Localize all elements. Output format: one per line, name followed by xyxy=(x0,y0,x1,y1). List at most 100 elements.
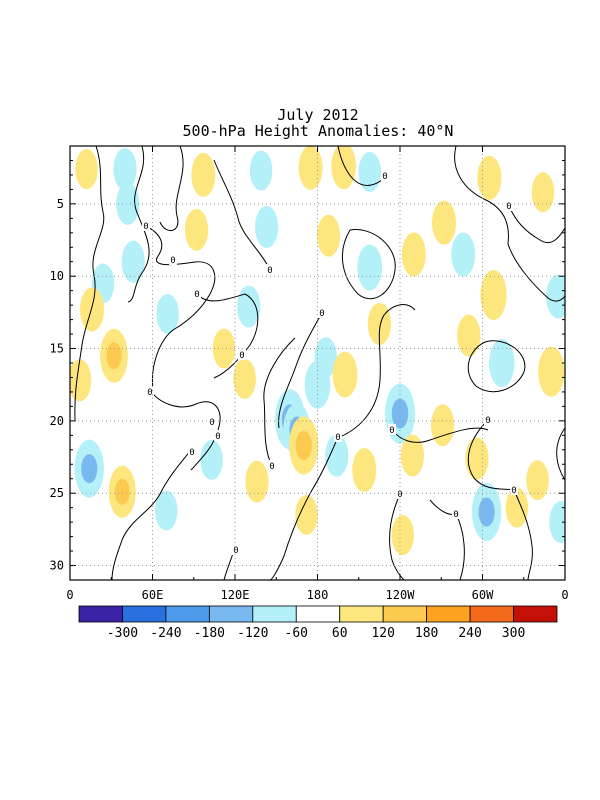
colorbar-swatch xyxy=(208,605,254,623)
x-tick-label: 60E xyxy=(142,588,164,602)
contour-label: 0 xyxy=(506,202,511,212)
contour-label: 0 xyxy=(147,388,152,398)
anomaly-fill xyxy=(116,182,140,225)
contour-label: 0 xyxy=(319,309,324,319)
zero-contour-line xyxy=(263,337,296,467)
anomaly-fill xyxy=(237,285,261,328)
zero-contour-line xyxy=(389,493,405,580)
contour-label-bg xyxy=(214,430,222,441)
contour-label-bg xyxy=(268,460,276,471)
anomaly-fill xyxy=(400,434,424,477)
anomaly-fill xyxy=(212,328,236,369)
y-tick-label: 10 xyxy=(50,269,64,283)
anomaly-fill xyxy=(480,270,507,321)
colorbar-label: -300 xyxy=(107,626,138,641)
anomaly-fill xyxy=(357,244,383,291)
anomaly-fill xyxy=(465,437,489,480)
contour-label-bg xyxy=(232,544,240,555)
colorbar-swatch xyxy=(469,605,514,623)
anomaly-fill xyxy=(325,434,349,477)
contour-label: 0 xyxy=(215,432,220,442)
contour-label-bg xyxy=(510,484,518,495)
anomaly-fill xyxy=(233,358,256,399)
colorbar-label: -180 xyxy=(194,626,225,641)
anomaly-peak xyxy=(394,404,406,423)
contour-label: 0 xyxy=(269,462,274,472)
anomaly-fill xyxy=(451,232,476,277)
colorbar-label: -240 xyxy=(150,626,181,641)
zero-contour-line xyxy=(513,489,533,580)
anomaly-fill xyxy=(80,287,104,332)
contour-label-bg xyxy=(266,264,274,275)
anomaly-fill xyxy=(113,148,137,191)
zero-contour-line xyxy=(341,229,396,300)
grid-lines xyxy=(70,146,565,580)
colorbar-label: -120 xyxy=(237,626,268,641)
chart-subtitle: 500-hPa Height Anomalies: 40°N xyxy=(182,122,454,140)
axes: 0 60E 120E 180 120W 60W 0 5 10 15 20 25 30 xyxy=(50,145,569,602)
zero-contour-line xyxy=(269,436,339,580)
contour-label-bg xyxy=(396,488,404,499)
colorbar-swatch xyxy=(165,605,210,623)
contour-label: 0 xyxy=(511,486,516,496)
zero-contour-line xyxy=(337,146,389,186)
zero-contour-line xyxy=(159,146,184,231)
contour-label-bg xyxy=(142,220,150,231)
chart-title: July 2012 xyxy=(277,106,359,124)
anomaly-fill xyxy=(200,439,223,480)
contour-label-bg xyxy=(484,414,492,425)
colorbar-label: -60 xyxy=(285,626,308,641)
contour-label-bg xyxy=(318,307,326,318)
x-tick-label: 120W xyxy=(386,588,416,602)
anomaly-fill xyxy=(431,404,455,447)
zero-contour-line xyxy=(145,225,216,390)
anomaly-fill xyxy=(489,339,515,387)
contour-label-bg xyxy=(388,424,396,435)
contour-label: 0 xyxy=(382,172,387,182)
colorbar-swatch xyxy=(295,605,341,623)
colorbar-label: 180 xyxy=(415,626,438,641)
anomaly-peak xyxy=(481,503,492,521)
zero-contour-line xyxy=(213,159,271,271)
zero-contour-line xyxy=(127,146,150,303)
anomaly-fill xyxy=(314,337,337,378)
x-tick-label: 0 xyxy=(561,588,568,602)
contour-label-bg xyxy=(188,446,196,457)
zero-contour-line xyxy=(467,419,515,491)
colorbar-swatch xyxy=(252,605,297,623)
anomaly-fill xyxy=(295,494,318,535)
colorbar-swatch xyxy=(122,605,167,623)
contour-label-bg xyxy=(381,170,389,181)
contour-label: 0 xyxy=(143,222,148,232)
colorbar-label: 240 xyxy=(458,626,481,641)
anomaly-fill xyxy=(546,274,565,319)
contour-label: 0 xyxy=(170,256,175,266)
anomaly-fill xyxy=(391,515,414,556)
contour-label: 0 xyxy=(485,416,490,426)
contour-label: 0 xyxy=(209,418,214,428)
anomaly-fill xyxy=(184,208,209,251)
contour-label: 0 xyxy=(233,546,238,556)
contour-label-bg xyxy=(169,254,177,265)
zero-contour-line xyxy=(508,205,565,244)
contour-label: 0 xyxy=(453,510,458,520)
colorbar-swatch xyxy=(426,605,471,623)
colorbar-swatch xyxy=(339,605,384,623)
zero-contour-line xyxy=(196,293,259,379)
anomaly-peak xyxy=(298,436,309,455)
anomaly-peak xyxy=(84,459,95,478)
contour-label: 0 xyxy=(267,266,272,276)
colorbar-label: 60 xyxy=(332,626,348,641)
anomaly-fill xyxy=(352,448,377,493)
contour-label: 0 xyxy=(239,351,244,361)
colorbar-swatch xyxy=(78,605,123,623)
zero-contour-line xyxy=(74,146,105,421)
anomaly-fill xyxy=(505,487,529,528)
anomaly-fill xyxy=(316,214,341,257)
zero-contour-line xyxy=(278,312,323,429)
colorbar-swatch xyxy=(513,605,558,623)
anomaly-fill xyxy=(331,146,356,190)
anomaly-fill xyxy=(155,490,178,531)
anomaly-core xyxy=(106,342,122,370)
anomaly-fills xyxy=(70,146,565,556)
